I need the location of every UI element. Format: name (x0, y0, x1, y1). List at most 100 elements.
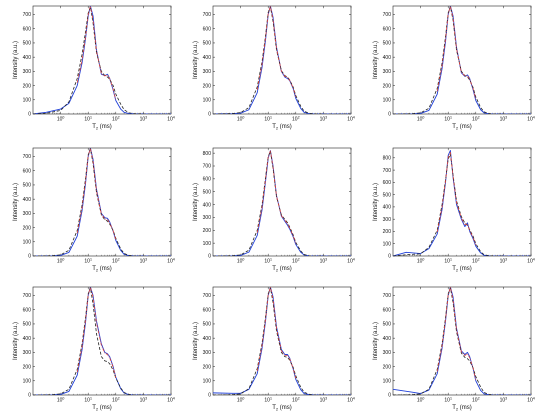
x-tick-base: 10 (500, 398, 506, 404)
y-tick-label: 800 (383, 156, 392, 162)
x-tick-exponent: 0 (62, 258, 64, 262)
x-tick-base: 10 (264, 259, 270, 265)
x-tick-label: 102 (112, 258, 120, 265)
x-axis-label-subscript: 2 (456, 407, 459, 412)
x-axis-label-subscript: 2 (276, 407, 279, 412)
y-tick-label: 700 (383, 168, 392, 174)
x-axis-label-unit: (ms) (98, 124, 112, 130)
x-tick-exponent: 0 (422, 397, 424, 401)
x-tick-base: 10 (140, 259, 146, 265)
y-tick-label: 100 (203, 378, 212, 384)
y-tick-label: 300 (383, 217, 392, 223)
y-tick-label: 0 (28, 112, 31, 118)
x-tick-label: 104 (167, 116, 175, 123)
x-tick-label: 104 (167, 397, 175, 404)
y-tick-label: 200 (23, 364, 32, 370)
x-tick-exponent: 3 (145, 258, 147, 262)
y-tick-label: 700 (23, 154, 32, 160)
x-tick-base: 10 (84, 398, 90, 404)
x-tick-exponent: 1 (450, 258, 452, 262)
x-axis-label: T2 (ms) (92, 124, 112, 131)
y-tick-label: 600 (383, 26, 392, 32)
axes-frame (212, 5, 352, 115)
x-tick-exponent: 4 (533, 258, 535, 262)
y-tick-label: 400 (203, 336, 212, 342)
x-tick-base: 10 (472, 398, 478, 404)
x-tick-label: 102 (292, 258, 300, 265)
x-tick-base: 10 (237, 398, 243, 404)
x-tick-exponent: 0 (242, 258, 244, 262)
x-tick-label: 100 (57, 116, 65, 123)
y-tick-label: 700 (383, 12, 392, 18)
x-tick-base: 10 (57, 259, 63, 265)
x-tick-label: 102 (112, 397, 120, 404)
x-axis-label-unit: (ms) (278, 405, 292, 411)
x-tick-exponent: 2 (118, 258, 120, 262)
x-tick-base: 10 (57, 117, 63, 123)
x-tick-label: 100 (417, 116, 425, 123)
x-tick-base: 10 (112, 398, 118, 404)
series-line-dashdot (76, 6, 117, 100)
x-tick-exponent: 3 (325, 116, 327, 120)
x-tick-exponent: 0 (422, 258, 424, 262)
x-tick-label: 102 (112, 116, 120, 123)
x-axis-label-subscript: 2 (96, 268, 99, 273)
x-tick-base: 10 (444, 398, 450, 404)
y-tick-label: 600 (203, 307, 212, 313)
series-line-solid (33, 6, 171, 114)
axes-frame (392, 147, 532, 257)
x-tick-base: 10 (112, 259, 118, 265)
x-tick-base: 10 (417, 398, 423, 404)
y-tick-label: 0 (388, 393, 391, 399)
y-tick-label: 100 (23, 239, 32, 245)
y-tick-label: 500 (203, 41, 212, 47)
x-tick-exponent: 1 (90, 397, 92, 401)
y-tick-label: 100 (383, 241, 392, 247)
x-axis-label-subscript: 2 (276, 126, 279, 131)
y-axis-label: Intensity (a.u.) (193, 41, 199, 79)
x-axis-label-subscript: 2 (456, 268, 459, 273)
x-axis-label-unit: (ms) (98, 405, 112, 411)
x-tick-label: 100 (237, 116, 245, 123)
x-axis-label: T2 (ms) (452, 405, 472, 412)
y-tick-label: 500 (23, 183, 32, 189)
series-line-dashdot (436, 151, 477, 246)
x-tick-base: 10 (472, 259, 478, 265)
y-tick-label: 200 (203, 83, 212, 89)
y-tick-label: 700 (23, 12, 32, 18)
axes-frame (32, 286, 172, 396)
axes-frame (392, 5, 532, 115)
y-axis-label: Intensity (a.u.) (193, 183, 199, 221)
x-tick-base: 10 (57, 398, 63, 404)
y-tick-label: 300 (23, 69, 32, 75)
x-tick-exponent: 3 (145, 116, 147, 120)
x-tick-label: 103 (320, 116, 328, 123)
x-tick-base: 10 (264, 117, 270, 123)
x-tick-label: 101 (84, 258, 92, 265)
series-line-dashed (33, 148, 171, 256)
y-tick-label: 500 (383, 322, 392, 328)
x-axis-label-symbol: T (272, 266, 276, 272)
y-tick-label: 300 (383, 350, 392, 356)
x-tick-base: 10 (112, 117, 118, 123)
y-tick-label: 400 (383, 336, 392, 342)
x-tick-label: 101 (444, 397, 452, 404)
x-tick-base: 10 (167, 259, 173, 265)
y-tick-label: 300 (203, 69, 212, 75)
x-tick-label: 102 (472, 397, 480, 404)
x-axis-label: T2 (ms) (452, 266, 472, 273)
y-tick-label: 0 (208, 112, 211, 118)
y-tick-label: 400 (203, 202, 212, 208)
x-tick-base: 10 (472, 117, 478, 123)
x-axis-label: T2 (ms) (452, 124, 472, 131)
x-axis-label-unit: (ms) (278, 124, 292, 130)
y-tick-label: 500 (203, 322, 212, 328)
y-tick-label: 200 (383, 364, 392, 370)
y-tick-label: 700 (203, 12, 212, 18)
x-tick-exponent: 1 (270, 258, 272, 262)
x-tick-label: 103 (140, 116, 148, 123)
